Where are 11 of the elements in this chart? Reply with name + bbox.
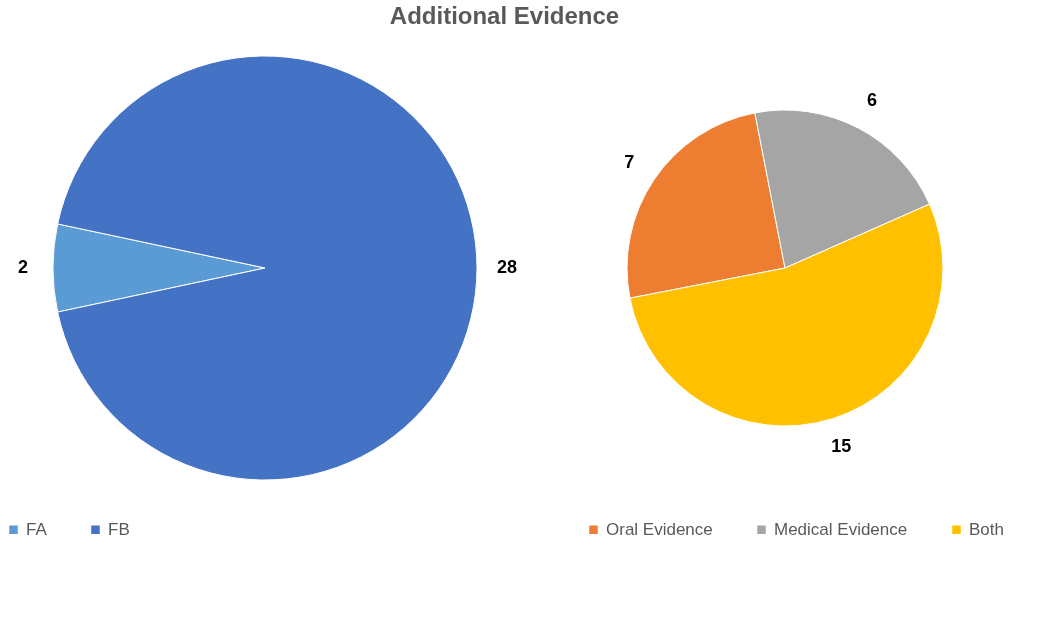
data-label: 2	[17, 257, 29, 277]
legend-label: FA	[26, 519, 48, 539]
data-label: 7	[624, 151, 635, 172]
legend-label: FB	[108, 519, 130, 539]
legend-label: Oral Evidence	[606, 519, 713, 539]
legend-label: Both	[969, 519, 1004, 539]
data-label: 15	[831, 436, 852, 457]
chart-title: Additional Evidence	[389, 2, 620, 29]
legend-label: Medical Evidence	[774, 519, 908, 539]
data-label: 6	[867, 90, 878, 111]
data-label: 28	[496, 257, 518, 277]
